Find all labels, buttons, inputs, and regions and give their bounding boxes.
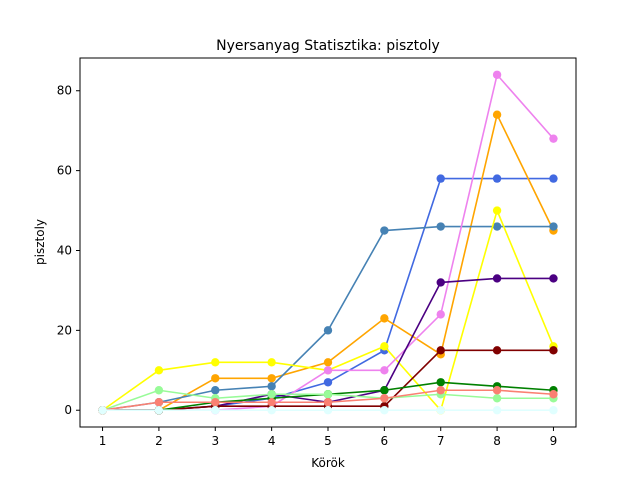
data-point — [492, 222, 502, 231]
data-point — [154, 398, 164, 407]
y-tick-label: 0 — [64, 403, 72, 417]
data-point — [267, 382, 276, 391]
data-point — [436, 406, 445, 415]
data-point — [323, 358, 333, 367]
series-11 — [98, 406, 558, 415]
data-point — [549, 346, 558, 355]
data-point — [492, 110, 502, 119]
data-point — [211, 398, 220, 407]
data-point — [436, 222, 445, 231]
data-point — [549, 174, 558, 183]
x-tick-label: 2 — [155, 434, 163, 448]
data-point — [549, 274, 558, 283]
data-point — [267, 398, 276, 407]
data-point — [323, 398, 333, 407]
data-point — [380, 386, 389, 395]
data-point — [98, 406, 107, 415]
data-point — [267, 406, 276, 415]
y-axis-label: pisztoly — [33, 219, 47, 265]
x-tick-label: 9 — [550, 434, 558, 448]
data-point — [211, 386, 220, 395]
data-point — [436, 310, 445, 319]
data-point — [436, 278, 445, 287]
plot-frame — [79, 57, 577, 428]
data-point — [436, 386, 445, 395]
data-point — [549, 222, 558, 231]
y-tick-label: 80 — [57, 84, 72, 98]
data-point — [380, 406, 389, 415]
x-axis-label: Körök — [311, 456, 345, 470]
data-point — [380, 314, 389, 323]
data-point — [492, 394, 502, 403]
chart-title: Nyersanyag Statisztika: pisztoly — [216, 38, 440, 54]
data-point — [492, 346, 502, 355]
data-point — [436, 174, 445, 183]
x-tick-label: 6 — [381, 434, 389, 448]
data-point — [323, 378, 333, 387]
data-point — [436, 346, 445, 355]
data-point — [211, 358, 220, 367]
data-point — [380, 226, 389, 235]
x-tick-label: 1 — [99, 434, 107, 448]
y-tick-label: 40 — [57, 243, 72, 257]
data-point — [323, 366, 333, 375]
data-point — [267, 390, 276, 399]
data-point — [211, 406, 220, 415]
x-tick-label: 3 — [211, 434, 219, 448]
data-point — [154, 386, 164, 395]
x-tick-label: 5 — [324, 434, 332, 448]
plot-area — [98, 70, 558, 415]
data-point — [380, 394, 389, 403]
series-line — [102, 177, 554, 412]
data-point — [492, 70, 502, 79]
data-point — [323, 326, 333, 335]
axis-ticks: 1 2 3 4 5 6 7 8 9 0 20 40 60 80 — [57, 84, 558, 448]
data-point — [492, 274, 502, 283]
data-point — [211, 374, 220, 383]
data-point — [492, 174, 502, 183]
data-point — [549, 134, 558, 143]
x-tick-label: 4 — [268, 434, 276, 448]
y-tick-label: 20 — [57, 323, 72, 337]
y-tick-label: 60 — [57, 164, 72, 178]
data-point — [492, 206, 502, 215]
data-point — [323, 406, 333, 415]
data-point — [492, 386, 502, 395]
data-point — [492, 406, 502, 415]
data-point — [154, 406, 164, 415]
data-point — [323, 390, 333, 399]
data-point — [549, 390, 558, 399]
data-point — [267, 374, 276, 383]
data-point — [436, 378, 445, 387]
data-point — [380, 342, 389, 351]
x-tick-label: 7 — [437, 434, 445, 448]
data-point — [267, 358, 276, 367]
data-point — [549, 406, 558, 415]
data-point — [380, 366, 389, 375]
x-tick-label: 8 — [493, 434, 501, 448]
data-point — [154, 366, 164, 375]
series-1 — [98, 174, 558, 415]
